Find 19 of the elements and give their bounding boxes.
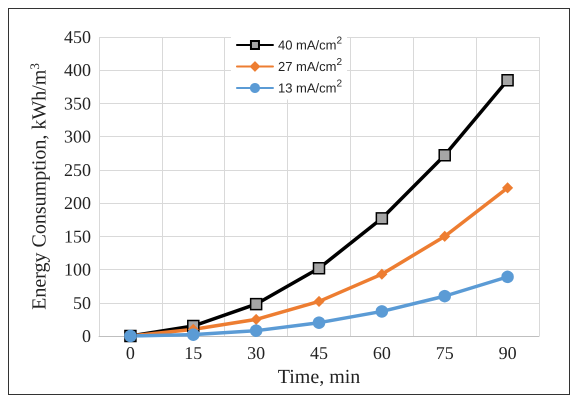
y-tick-label: 350	[64, 93, 91, 114]
y-tick-label: 50	[73, 292, 91, 313]
x-tick-label: 30	[247, 343, 266, 363]
x-tick-label: 60	[372, 343, 391, 363]
y-tick-label: 0	[82, 326, 91, 346]
x-axis-title: Time, min	[278, 366, 360, 388]
x-tick-label: 90	[498, 343, 517, 363]
y-tick-label: 150	[64, 226, 91, 246]
x-tick-label: 75	[436, 343, 454, 363]
x-tick-label: 15	[184, 343, 202, 363]
y-tick-label: 100	[64, 260, 91, 280]
x-tick-label: 45	[310, 343, 328, 363]
x-tick-label: 0	[126, 343, 135, 363]
y-axis-title: Energy Consumption, kWh/m3	[27, 63, 50, 310]
y-tick-label: 400	[64, 60, 91, 80]
y-tick-label: 200	[64, 193, 91, 214]
y-tick-label: 300	[64, 126, 91, 147]
y-tick-label: 450	[64, 27, 91, 47]
y-tick-label: 250	[64, 160, 91, 180]
